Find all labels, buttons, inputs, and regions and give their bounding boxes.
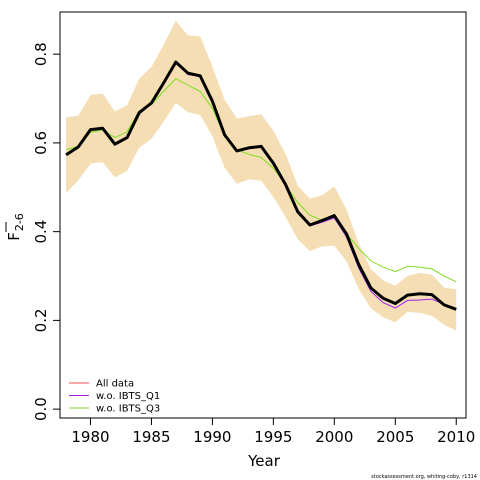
series-line-all-data — [65, 61, 457, 310]
x-tick-label: 2005 — [376, 428, 414, 446]
x-tick-label: 1980 — [71, 428, 109, 446]
series-line-all-data-bold — [65, 60, 457, 311]
svg-text:F2-6: F2-6 — [5, 213, 26, 241]
legend-label-w-o-ibts-q3: w.o. IBTS_Q3 — [96, 404, 160, 415]
legend-label-w-o-ibts-q1: w.o. IBTS_Q1 — [96, 391, 160, 402]
x-tick-label: 2010 — [437, 428, 475, 446]
y-axis: 0.0 0.2 0.4 0.6 0.8 — [32, 42, 60, 421]
y-tick-label: 0.2 — [32, 308, 50, 332]
x-axis-title: Year — [247, 452, 281, 470]
legend-label-all-data: All data — [96, 379, 134, 390]
y-tick-label: 0.4 — [32, 220, 50, 244]
credit-text: stockassessment.org, whiting-coby, r1314 — [371, 474, 477, 480]
y-tick-label: 0.0 — [32, 397, 50, 421]
x-tick-label: 1995 — [254, 428, 292, 446]
x-tick-label: 1990 — [193, 428, 231, 446]
plot-frame — [59, 11, 467, 419]
y-axis-title: F2-6 — [5, 213, 26, 241]
x-tick-label: 2000 — [315, 428, 353, 446]
y-axis-title-main: F — [5, 232, 23, 241]
series-line-w-o-ibts-q3 — [65, 77, 457, 283]
y-tick-label: 0.8 — [32, 42, 50, 66]
y-axis-title-subscript: 2-6 — [13, 213, 26, 231]
x-axis: 1980 1985 1990 1995 2000 2005 2010 — [71, 418, 475, 446]
x-tick-label: 1985 — [132, 428, 170, 446]
confidence-band — [66, 20, 457, 331]
series-line-w-o-ibts-q1 — [65, 60, 457, 311]
y-tick-label: 0.6 — [32, 131, 50, 155]
